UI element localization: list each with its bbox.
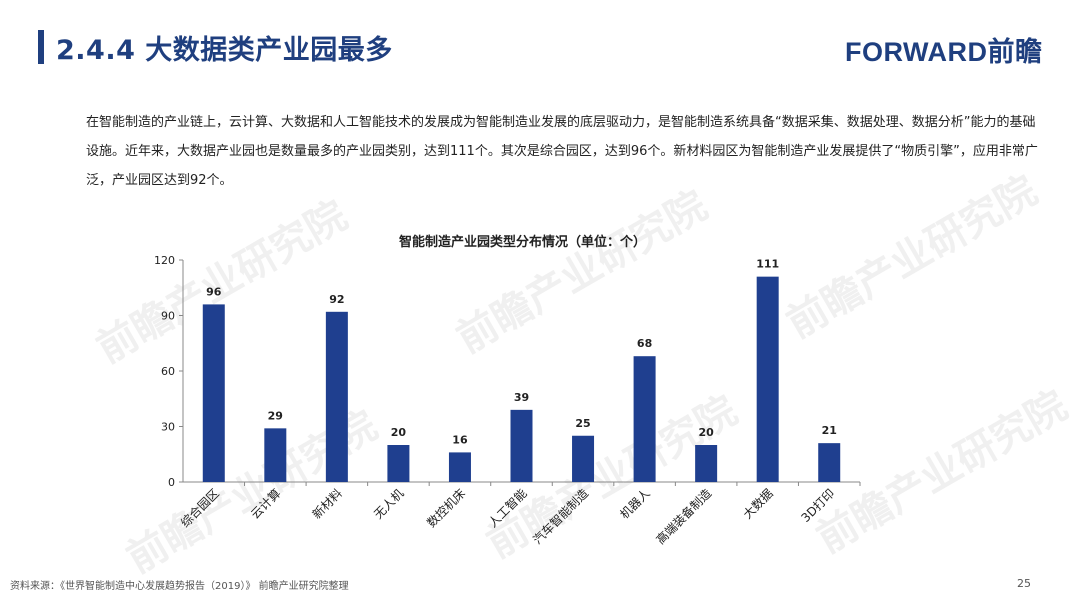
source-note: 资料来源：《世界智能制造中心发展趋势报告（2019）》 前瞻产业研究院整理 <box>10 581 349 592</box>
page-title: 2.4.4 大数据类产业园最多 <box>56 35 393 66</box>
y-tick-label: 0 <box>168 476 175 489</box>
bar <box>387 445 410 482</box>
slide-header: 2.4.4 大数据类产业园最多 FORWARD前瞻 <box>0 0 1080 80</box>
bar <box>756 276 779 482</box>
x-tick-label: 新材料 <box>309 486 345 522</box>
x-tick-label: 云计算 <box>247 486 283 522</box>
data-label: 111 <box>756 258 779 271</box>
bar <box>448 452 471 482</box>
x-tick-label: 大数据 <box>740 486 776 522</box>
data-label: 39 <box>514 391 529 404</box>
data-label: 16 <box>452 433 468 446</box>
x-tick-label: 3D打印 <box>799 486 838 525</box>
x-tick-label: 无人机 <box>371 486 406 521</box>
bar <box>633 356 656 482</box>
bar <box>818 443 841 482</box>
data-label: 29 <box>268 409 283 422</box>
bar-chart: 0 30 60 90 120 96 综合园区 29 云计算 92 新材料 20 无人机 16 数控机床 39 人… <box>154 254 861 548</box>
bar <box>510 409 533 482</box>
bar <box>695 445 718 482</box>
x-tick-label: 综合园区 <box>177 486 222 531</box>
data-label: 20 <box>698 426 714 439</box>
page-number: 25 <box>1017 577 1031 590</box>
bar <box>572 435 595 482</box>
y-tick-label: 30 <box>161 421 175 434</box>
intro-paragraph: 在智能制造的产业链上，云计算、大数据和人工智能技术的发展成为智能制造业发展的底层… <box>86 115 1038 188</box>
x-tick-label: 机器人 <box>617 486 652 521</box>
x-tick-label: 人工智能 <box>485 486 530 531</box>
bar <box>202 304 225 482</box>
data-label: 92 <box>329 293 344 306</box>
data-label: 21 <box>822 424 837 437</box>
x-tick-label: 汽车智能制造 <box>530 486 592 548</box>
brand-logo: FORWARD前瞻 <box>845 37 1043 67</box>
bar <box>325 311 348 482</box>
chart-title: 智能制造产业园类型分布情况（单位：个） <box>398 235 646 250</box>
data-label: 96 <box>206 285 222 298</box>
y-tick-label: 120 <box>154 254 175 267</box>
chart-container: 智能制造产业园类型分布情况（单位：个） 0 30 60 90 120 96 综合园区 29 云计… <box>0 225 1080 565</box>
x-tick-label: 数控机床 <box>424 486 469 531</box>
data-label: 25 <box>575 417 590 430</box>
bar <box>264 428 287 482</box>
data-label: 68 <box>637 337 652 350</box>
y-tick-label: 90 <box>161 310 175 323</box>
y-tick-label: 60 <box>161 365 175 378</box>
data-label: 20 <box>391 426 407 439</box>
title-accent-bar <box>38 30 44 64</box>
x-tick-label: 高端装备制造 <box>653 486 715 548</box>
